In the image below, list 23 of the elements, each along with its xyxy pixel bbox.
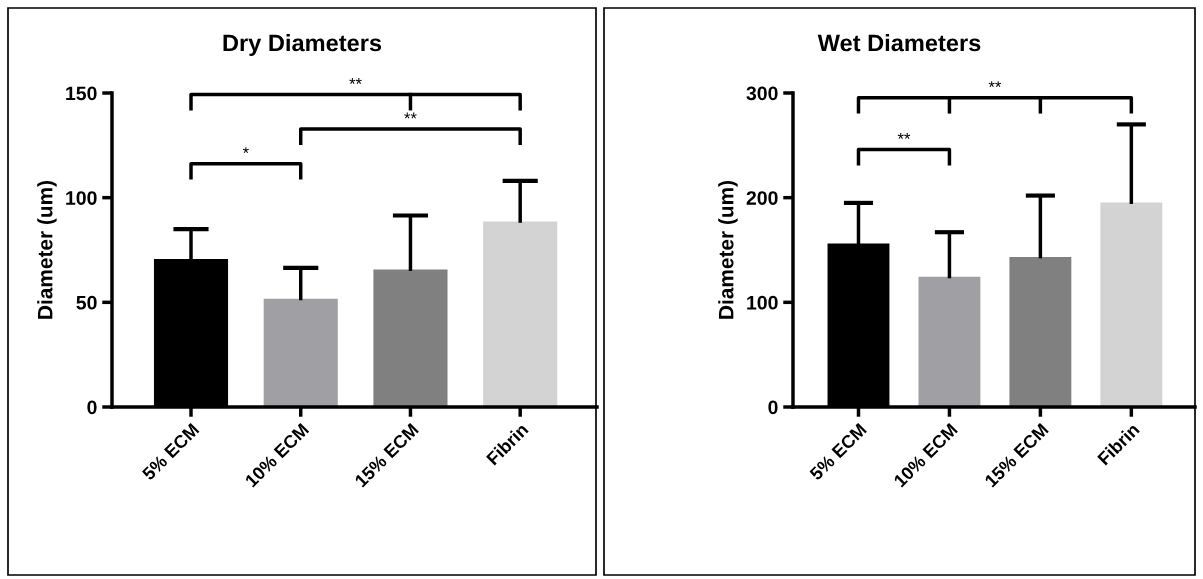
y-tick-label: 150 [66, 86, 97, 101]
y-axis-title: Diameter (um) [718, 181, 738, 319]
bar [373, 269, 448, 407]
y-axis-title: Diameter (um) [37, 181, 57, 319]
y-tick-label: 300 [746, 86, 778, 101]
annotation: ** [897, 133, 911, 139]
bar [918, 276, 981, 407]
y-tick-label: 100 [66, 191, 97, 205]
bar [1100, 202, 1163, 407]
annotation: * [242, 147, 249, 154]
bar [1009, 256, 1072, 407]
annotation: ** [404, 112, 417, 119]
y-tick-label: 50 [76, 295, 97, 310]
y-tick-label: 0 [87, 400, 97, 415]
chart-title: Wet Diameters [817, 34, 981, 52]
bar [263, 298, 338, 407]
text: ** [349, 78, 362, 84]
chart-title: Dry Diameters [223, 34, 382, 56]
bar [483, 221, 558, 407]
y-tick-label: 100 [747, 295, 778, 310]
y-tick-label: 0 [768, 400, 778, 415]
text: ** [988, 81, 1002, 88]
y-tick-label: 200 [746, 191, 778, 205]
